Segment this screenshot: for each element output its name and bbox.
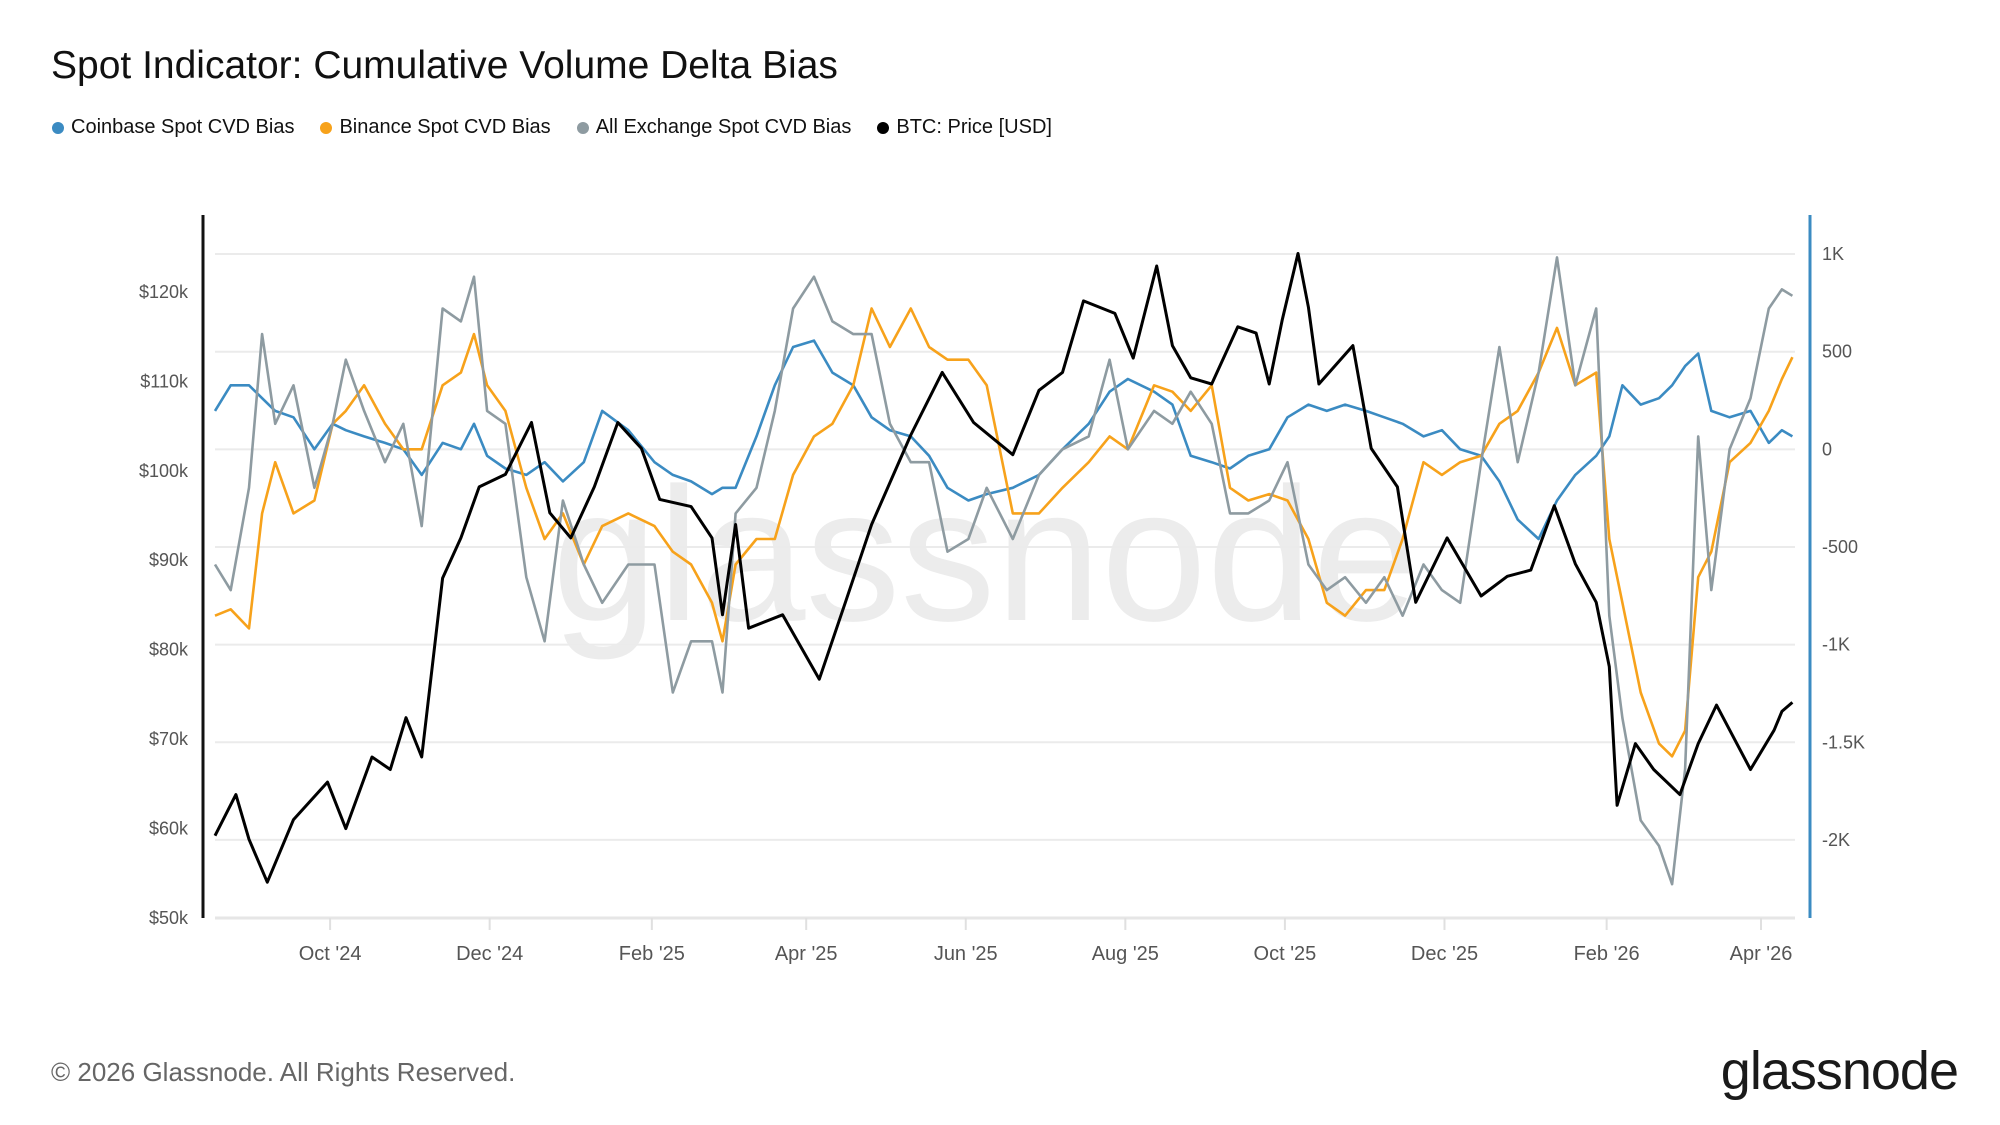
glassnode-watermark: glassnode bbox=[552, 449, 1418, 661]
legend-label: BTC: Price [USD] bbox=[896, 116, 1052, 138]
y-left-tick-label: $120k bbox=[139, 282, 189, 302]
y-left-tick-label: $50k bbox=[149, 908, 189, 928]
legend-label: All Exchange Spot CVD Bias bbox=[595, 116, 852, 138]
binance-cvd-line bbox=[214, 307, 1794, 758]
copyright-text: © 2026 Glassnode. All Rights Reserved. bbox=[51, 1057, 516, 1087]
legend: Coinbase Spot CVD Bias Binance Spot CVD … bbox=[52, 116, 1052, 139]
y-right-tick-label: -500 bbox=[1822, 537, 1858, 557]
y-left-tick-label: $110k bbox=[140, 371, 189, 391]
y-left-tick-label: $60k bbox=[149, 819, 189, 839]
x-tick-label: Jun '25 bbox=[934, 943, 998, 965]
glassnode-logo: glassnode bbox=[1720, 1041, 1959, 1101]
y-left-tick-label: $100k bbox=[139, 461, 189, 481]
x-tick-label: Feb '26 bbox=[1574, 943, 1640, 965]
legend-item-btc-price[interactable]: BTC: Price [USD] bbox=[877, 116, 1052, 139]
x-tick-label: Feb '25 bbox=[619, 943, 685, 965]
legend-dot-icon bbox=[52, 121, 64, 134]
legend-dot-icon bbox=[576, 121, 589, 134]
x-tick-label: Apr '25 bbox=[775, 943, 838, 965]
y-right-tick-label: 0 bbox=[1822, 439, 1832, 459]
y-right-tick-label: 1K bbox=[1822, 244, 1844, 264]
legend-label: Coinbase Spot CVD Bias bbox=[71, 116, 295, 138]
y-left-tick-label: $90k bbox=[149, 550, 189, 570]
y-right-tick-label: -1.5K bbox=[1822, 732, 1865, 752]
coinbase-cvd-line bbox=[213, 339, 1794, 541]
y-left-tick-label: $80k bbox=[149, 640, 189, 660]
x-tick-label: Aug '25 bbox=[1092, 943, 1159, 965]
x-tick-label: Dec '25 bbox=[1411, 943, 1478, 965]
legend-item-binance[interactable]: Binance Spot CVD Bias bbox=[320, 116, 551, 139]
legend-label: Binance Spot CVD Bias bbox=[339, 116, 551, 138]
chart-title: Spot Indicator: Cumulative Volume Delta … bbox=[51, 44, 838, 87]
all-exchange-cvd-line bbox=[213, 256, 1794, 886]
x-tick-label: Dec '24 bbox=[456, 943, 523, 965]
legend-dot-icon bbox=[320, 121, 333, 134]
y-left-tick-label: $70k bbox=[149, 729, 189, 749]
x-tick-label: Oct '25 bbox=[1254, 943, 1317, 965]
x-tick-label: Oct '24 bbox=[299, 943, 362, 965]
x-tick-label: Apr '26 bbox=[1730, 943, 1793, 965]
y-right-tick-label: -2K bbox=[1822, 830, 1850, 850]
legend-item-coinbase[interactable]: Coinbase Spot CVD Bias bbox=[52, 116, 294, 139]
btc-price-line bbox=[213, 252, 1794, 884]
legend-item-all-exchange[interactable]: All Exchange Spot CVD Bias bbox=[576, 116, 852, 139]
legend-dot-icon bbox=[877, 121, 890, 134]
y-right-tick-label: 500 bbox=[1822, 342, 1852, 362]
y-right-tick-label: -1K bbox=[1822, 635, 1850, 655]
